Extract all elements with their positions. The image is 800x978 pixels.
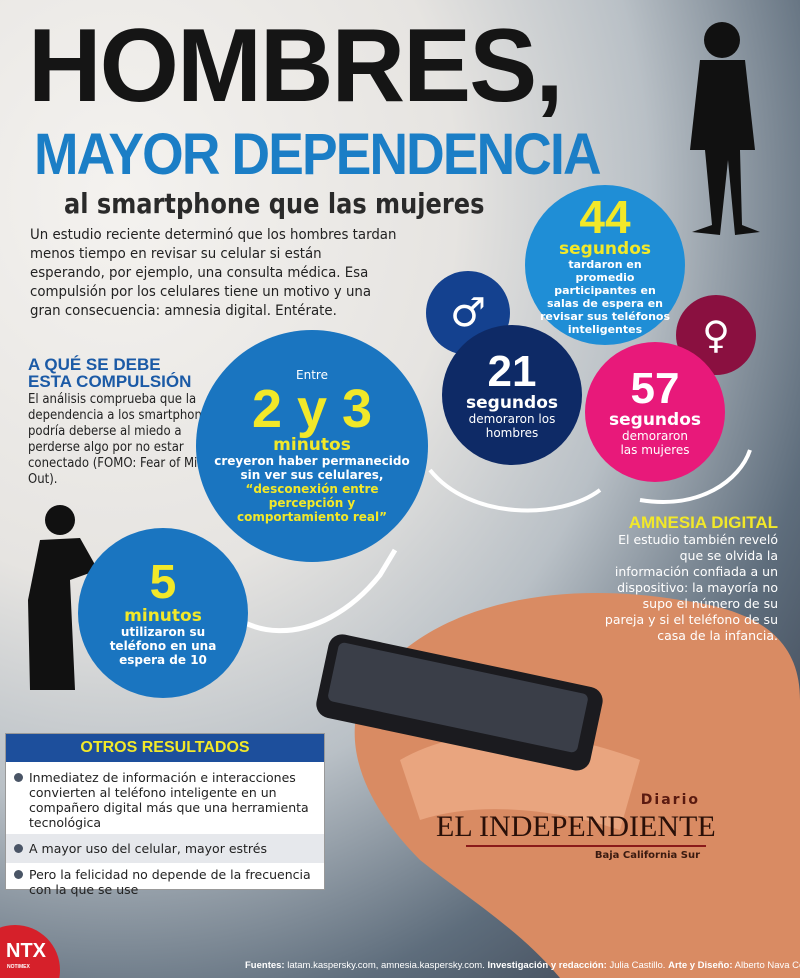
result-item: A mayor uso del celular, mayor estrés — [6, 834, 324, 863]
men-unit: segundos — [466, 392, 558, 413]
ntx-name: NTX — [6, 940, 46, 962]
result-text: Inmediatez de información e interaccione… — [29, 770, 309, 830]
el-independiente-logo: Diario EL INDEPENDIENTE Baja California … — [436, 792, 716, 872]
amnesia-section: AMNESIA DIGITAL El estudio también revel… — [603, 514, 778, 644]
men-text: demoraron los hombres — [468, 412, 556, 441]
average-bubble: 44 segundos tardaron en promedio partici… — [525, 185, 685, 345]
female-icon: ♀ — [676, 295, 756, 375]
sources: latam.kaspersky.com, amnesia.kaspersky.c… — [287, 960, 485, 971]
logo-region: Baja California Sur — [594, 850, 700, 861]
compulsion-heading-1: A QUÉ SE DEBE — [28, 355, 161, 374]
usage-value: 5 — [149, 555, 177, 609]
perception-bubble: Entre 2 y 3 minutos creyeron haber perma… — [196, 330, 428, 562]
men-bubble: 21 segundos demoraron los hombres — [442, 325, 582, 465]
art: Alberto Nava Consultoria. — [734, 960, 800, 971]
intro-text: Un estudio reciente determinó que los ho… — [30, 227, 397, 319]
sources-label: Fuentes: — [245, 960, 285, 971]
perception-unit: minutos — [273, 434, 351, 455]
average-value: 44 — [579, 190, 631, 243]
main-title: HOMBRES, — [28, 8, 564, 124]
usage-bubble: 5 minutos utilizaron su teléfono en una … — [78, 528, 248, 698]
women-value: 57 — [630, 363, 680, 413]
man-silhouette-left — [28, 505, 98, 690]
compulsion-body: El análisis comprueba que la dependencia… — [28, 392, 216, 471]
women-unit: segundos — [609, 409, 701, 430]
bullet-icon — [14, 773, 23, 782]
tagline: al smartphone que las mujeres — [64, 187, 485, 220]
amnesia-heading: AMNESIA DIGITAL — [628, 513, 778, 532]
perception-quote: “desconexión entre percepción y comporta… — [236, 482, 388, 525]
result-item: Inmediatez de información e interaccione… — [6, 762, 324, 834]
research-label: Investigación y redacción: — [487, 960, 607, 971]
men-value: 21 — [487, 346, 537, 396]
women-text: demoraron las mujeres — [620, 429, 690, 458]
research: Julia Castillo. — [609, 960, 666, 971]
usage-text: utilizaron su teléfono en una espera de … — [109, 625, 217, 668]
compulsion-text: El análisis comprueba que la dependencia… — [28, 392, 235, 488]
other-results-heading: OTROS RESULTADOS — [6, 734, 324, 762]
logo-name: INDEPENDIENTE — [479, 810, 716, 843]
logo-diario: Diario — [640, 792, 700, 808]
footer-credits: Fuentes: latam.kaspersky.com, amnesia.ka… — [245, 960, 800, 972]
man-silhouette-top — [690, 22, 760, 235]
average-unit: segundos — [559, 238, 651, 259]
art-label: Arte y Diseño: — [668, 960, 733, 971]
result-text: A mayor uso del celular, mayor estrés — [29, 841, 267, 856]
usage-unit: minutos — [124, 605, 202, 626]
ntx-logo: NTX NOTIMEX — [0, 925, 60, 978]
fomo-note: (FOMO: Fear of Missing Out). — [28, 456, 228, 487]
result-item: Pero la felicidad no depende de la frecu… — [6, 863, 324, 901]
perception-pre: Entre — [296, 367, 328, 382]
bullet-icon — [14, 870, 23, 879]
compulsion-heading-2: ESTA COMPULSIÓN — [28, 372, 192, 391]
average-text: tardaron en promedio participantes en sa… — [539, 258, 671, 337]
subtitle: MAYOR DEPENDENCIA — [34, 122, 602, 187]
logo-el: EL — [436, 810, 472, 843]
ntx-sub: NOTIMEX — [7, 964, 30, 970]
bullet-icon — [14, 844, 23, 853]
perception-text: creyeron haber permanecido sin ver sus c… — [214, 454, 410, 483]
compulsion-heading: A QUÉ SE DEBE ESTA COMPULSIÓN — [28, 356, 191, 390]
other-results-box: OTROS RESULTADOS Inmediatez de informaci… — [5, 733, 325, 897]
amnesia-text: El estudio también reveló que se olvida … — [604, 532, 778, 643]
perception-value: 2 y 3 — [251, 378, 373, 439]
women-bubble: 57 segundos demoraron las mujeres — [585, 342, 725, 482]
result-text: Pero la felicidad no depende de la frecu… — [29, 867, 311, 897]
